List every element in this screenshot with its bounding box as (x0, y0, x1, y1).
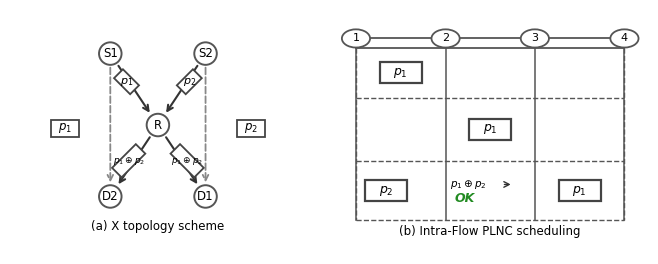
Text: OK: OK (455, 192, 475, 205)
Text: D2: D2 (102, 190, 118, 203)
Bar (365, 180, 407, 201)
Text: $p_1 \oplus p_2$: $p_1 \oplus p_2$ (449, 178, 486, 191)
Bar (170, 144, 204, 177)
Bar (51, 120, 79, 137)
Circle shape (520, 29, 549, 48)
Text: $p_1 \oplus p_2$: $p_1 \oplus p_2$ (113, 155, 145, 167)
Bar (559, 180, 601, 201)
Text: $p_1$: $p_1$ (483, 122, 497, 136)
Circle shape (432, 29, 460, 48)
Bar (114, 69, 139, 94)
Circle shape (99, 42, 122, 65)
Circle shape (611, 29, 638, 48)
Text: $p_2$: $p_2$ (183, 76, 196, 88)
Text: (b) Intra-Flow PLNC scheduling: (b) Intra-Flow PLNC scheduling (399, 225, 581, 238)
Text: 2: 2 (442, 34, 449, 44)
Bar (112, 144, 145, 177)
Circle shape (194, 185, 216, 208)
Text: D1: D1 (197, 190, 214, 203)
Text: $p_2$: $p_2$ (244, 121, 258, 135)
Text: R: R (154, 119, 162, 131)
Text: (a) X topology scheme: (a) X topology scheme (91, 220, 224, 233)
Text: S1: S1 (103, 47, 118, 60)
Bar (380, 63, 422, 83)
Text: $p_1$: $p_1$ (393, 66, 408, 80)
Text: 4: 4 (621, 34, 628, 44)
Text: 3: 3 (532, 34, 538, 44)
Text: $p_1$: $p_1$ (58, 121, 72, 135)
Circle shape (342, 29, 370, 48)
Text: 1: 1 (353, 34, 359, 44)
Text: $p_2$: $p_2$ (379, 183, 393, 197)
Text: $p_1$: $p_1$ (120, 76, 133, 88)
Circle shape (147, 114, 169, 136)
Circle shape (99, 185, 122, 208)
Text: $p_1$: $p_1$ (572, 183, 587, 197)
Circle shape (194, 42, 216, 65)
Bar (469, 119, 511, 140)
Text: $p_1 \oplus p_2$: $p_1 \oplus p_2$ (171, 155, 203, 167)
Bar (177, 69, 202, 94)
Text: S2: S2 (198, 47, 213, 60)
Bar (237, 120, 265, 137)
